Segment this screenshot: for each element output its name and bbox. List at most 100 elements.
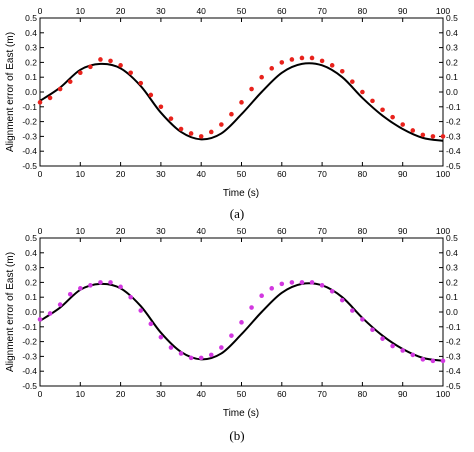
data-point — [410, 128, 416, 133]
data-point — [390, 114, 395, 120]
data-point — [198, 134, 204, 139]
y-tick-label-right: -0.2 — [446, 337, 461, 347]
x-axis-title: Time (s) — [223, 408, 259, 419]
data-point — [78, 286, 83, 291]
x-ticks-bottom: 0 10 20 30 40 50 60 70 80 90 100 — [38, 162, 450, 179]
data-point — [78, 70, 83, 76]
data-point — [108, 280, 113, 285]
data-point — [319, 58, 325, 64]
y-tick-label-right: -0.3 — [446, 131, 461, 141]
x-tick-label-top: 50 — [237, 6, 247, 16]
data-point — [360, 317, 365, 322]
x-tick-label-top: 20 — [116, 6, 126, 16]
data-point — [299, 280, 305, 285]
data-point — [259, 293, 264, 299]
x-tick-label: 60 — [277, 169, 287, 179]
data-point — [430, 358, 436, 364]
series-line — [39, 62, 444, 142]
x-tick-label-top: 30 — [156, 6, 166, 16]
data-point — [380, 107, 385, 113]
data-point — [350, 79, 355, 84]
x-tick-label: 10 — [76, 389, 86, 399]
data-point — [289, 280, 295, 285]
x-tick-label-top: 10 — [76, 226, 86, 236]
data-point — [219, 122, 224, 127]
x-tick-label-top: 30 — [156, 226, 166, 236]
x-tick-label-top: 60 — [277, 6, 287, 16]
data-point — [118, 284, 123, 290]
data-point — [128, 70, 133, 76]
x-ticks-top: 0 10 20 30 40 50 60 70 80 90 100 — [38, 226, 450, 242]
data-point — [188, 131, 194, 136]
x-tick-label: 70 — [317, 389, 327, 399]
y-tick-label: 0.1 — [25, 72, 37, 82]
plot-frame — [39, 17, 444, 167]
panel-caption: (b) — [229, 428, 244, 443]
x-tick-label-top: 40 — [196, 6, 206, 16]
y-tick-label: -0.4 — [22, 366, 37, 376]
y-tick-label-right: 0.5 — [446, 233, 458, 243]
data-point — [188, 355, 194, 361]
x-tick-label: 20 — [116, 169, 126, 179]
y-tick-label-right: -0.5 — [446, 161, 461, 171]
data-point — [360, 89, 365, 95]
data-point — [269, 286, 275, 291]
y-ticks-left: 0.5 0.4 0.3 0.2 0.1 0.0 -0.1 -0.2 -0.3 -0.4 -0.5 — [22, 13, 44, 171]
data-point — [168, 345, 174, 350]
y-tick-label: 0.0 — [25, 87, 37, 97]
data-point — [138, 308, 144, 313]
data-point — [440, 358, 446, 364]
chart-panel-a: 0 10 20 30 40 50 60 70 80 90 100 0 10 20 30 40 50 60 70 80… — [5, 6, 461, 221]
x-tick-label: 50 — [237, 169, 247, 179]
data-point — [148, 321, 154, 327]
data-point — [158, 334, 164, 340]
y-tick-label: -0.3 — [22, 131, 37, 141]
data-point — [158, 104, 164, 110]
data-point — [400, 122, 406, 127]
y-tick-label-right: 0.1 — [446, 292, 458, 302]
y-tick-label-right: -0.4 — [446, 146, 461, 156]
x-ticks-top: 0 10 20 30 40 50 60 70 80 90 100 — [38, 6, 450, 22]
data-point — [178, 351, 184, 356]
y-tick-label-right: 0.0 — [446, 307, 458, 317]
y-ticks-right: 0.5 0.4 0.3 0.2 0.1 0.0 -0.1 -0.2 -0.3 -0.4 -0.5 — [439, 233, 461, 391]
y-tick-label: 0.5 — [25, 13, 37, 23]
x-tick-label-top: 70 — [317, 6, 327, 16]
x-tick-label-top: 80 — [358, 6, 368, 16]
data-point — [269, 66, 275, 71]
data-point — [148, 92, 154, 98]
data-point — [239, 100, 244, 105]
data-point — [309, 280, 315, 285]
x-tick-label: 100 — [436, 389, 450, 399]
x-tick-label: 100 — [436, 169, 450, 179]
data-point — [390, 343, 395, 349]
x-tick-label: 80 — [358, 169, 368, 179]
y-tick-label-right: -0.4 — [446, 366, 461, 376]
data-point — [259, 74, 264, 80]
x-tick-label: 10 — [76, 169, 86, 179]
data-point — [67, 291, 73, 297]
y-tick-label-right: 0.0 — [446, 87, 458, 97]
data-point — [329, 288, 335, 294]
x-tick-label: 0 — [38, 169, 43, 179]
x-tick-label-top: 70 — [317, 226, 327, 236]
data-point — [370, 98, 375, 104]
y-tick-label: 0.3 — [25, 43, 37, 53]
y-ticks-left: 0.5 0.4 0.3 0.2 0.1 0.0 -0.1 -0.2 -0.3 -0.4 -0.5 — [22, 233, 44, 391]
y-tick-label: -0.5 — [22, 381, 37, 391]
x-tick-label: 80 — [358, 389, 368, 399]
data-point — [178, 126, 184, 132]
data-point — [249, 305, 254, 310]
data-point — [128, 294, 133, 300]
x-ticks-bottom: 0 10 20 30 40 50 60 70 80 90 100 — [38, 382, 450, 399]
y-axis-title: Alignment error of East (m) — [5, 32, 16, 152]
y-tick-label: -0.4 — [22, 146, 37, 156]
data-point — [88, 283, 93, 288]
data-point — [208, 352, 214, 358]
y-tick-label: 0.1 — [25, 292, 37, 302]
y-tick-label: 0.0 — [25, 307, 37, 317]
x-tick-label: 30 — [156, 169, 166, 179]
y-tick-label: 0.5 — [25, 233, 37, 243]
data-point — [370, 327, 375, 333]
data-point — [57, 302, 63, 307]
